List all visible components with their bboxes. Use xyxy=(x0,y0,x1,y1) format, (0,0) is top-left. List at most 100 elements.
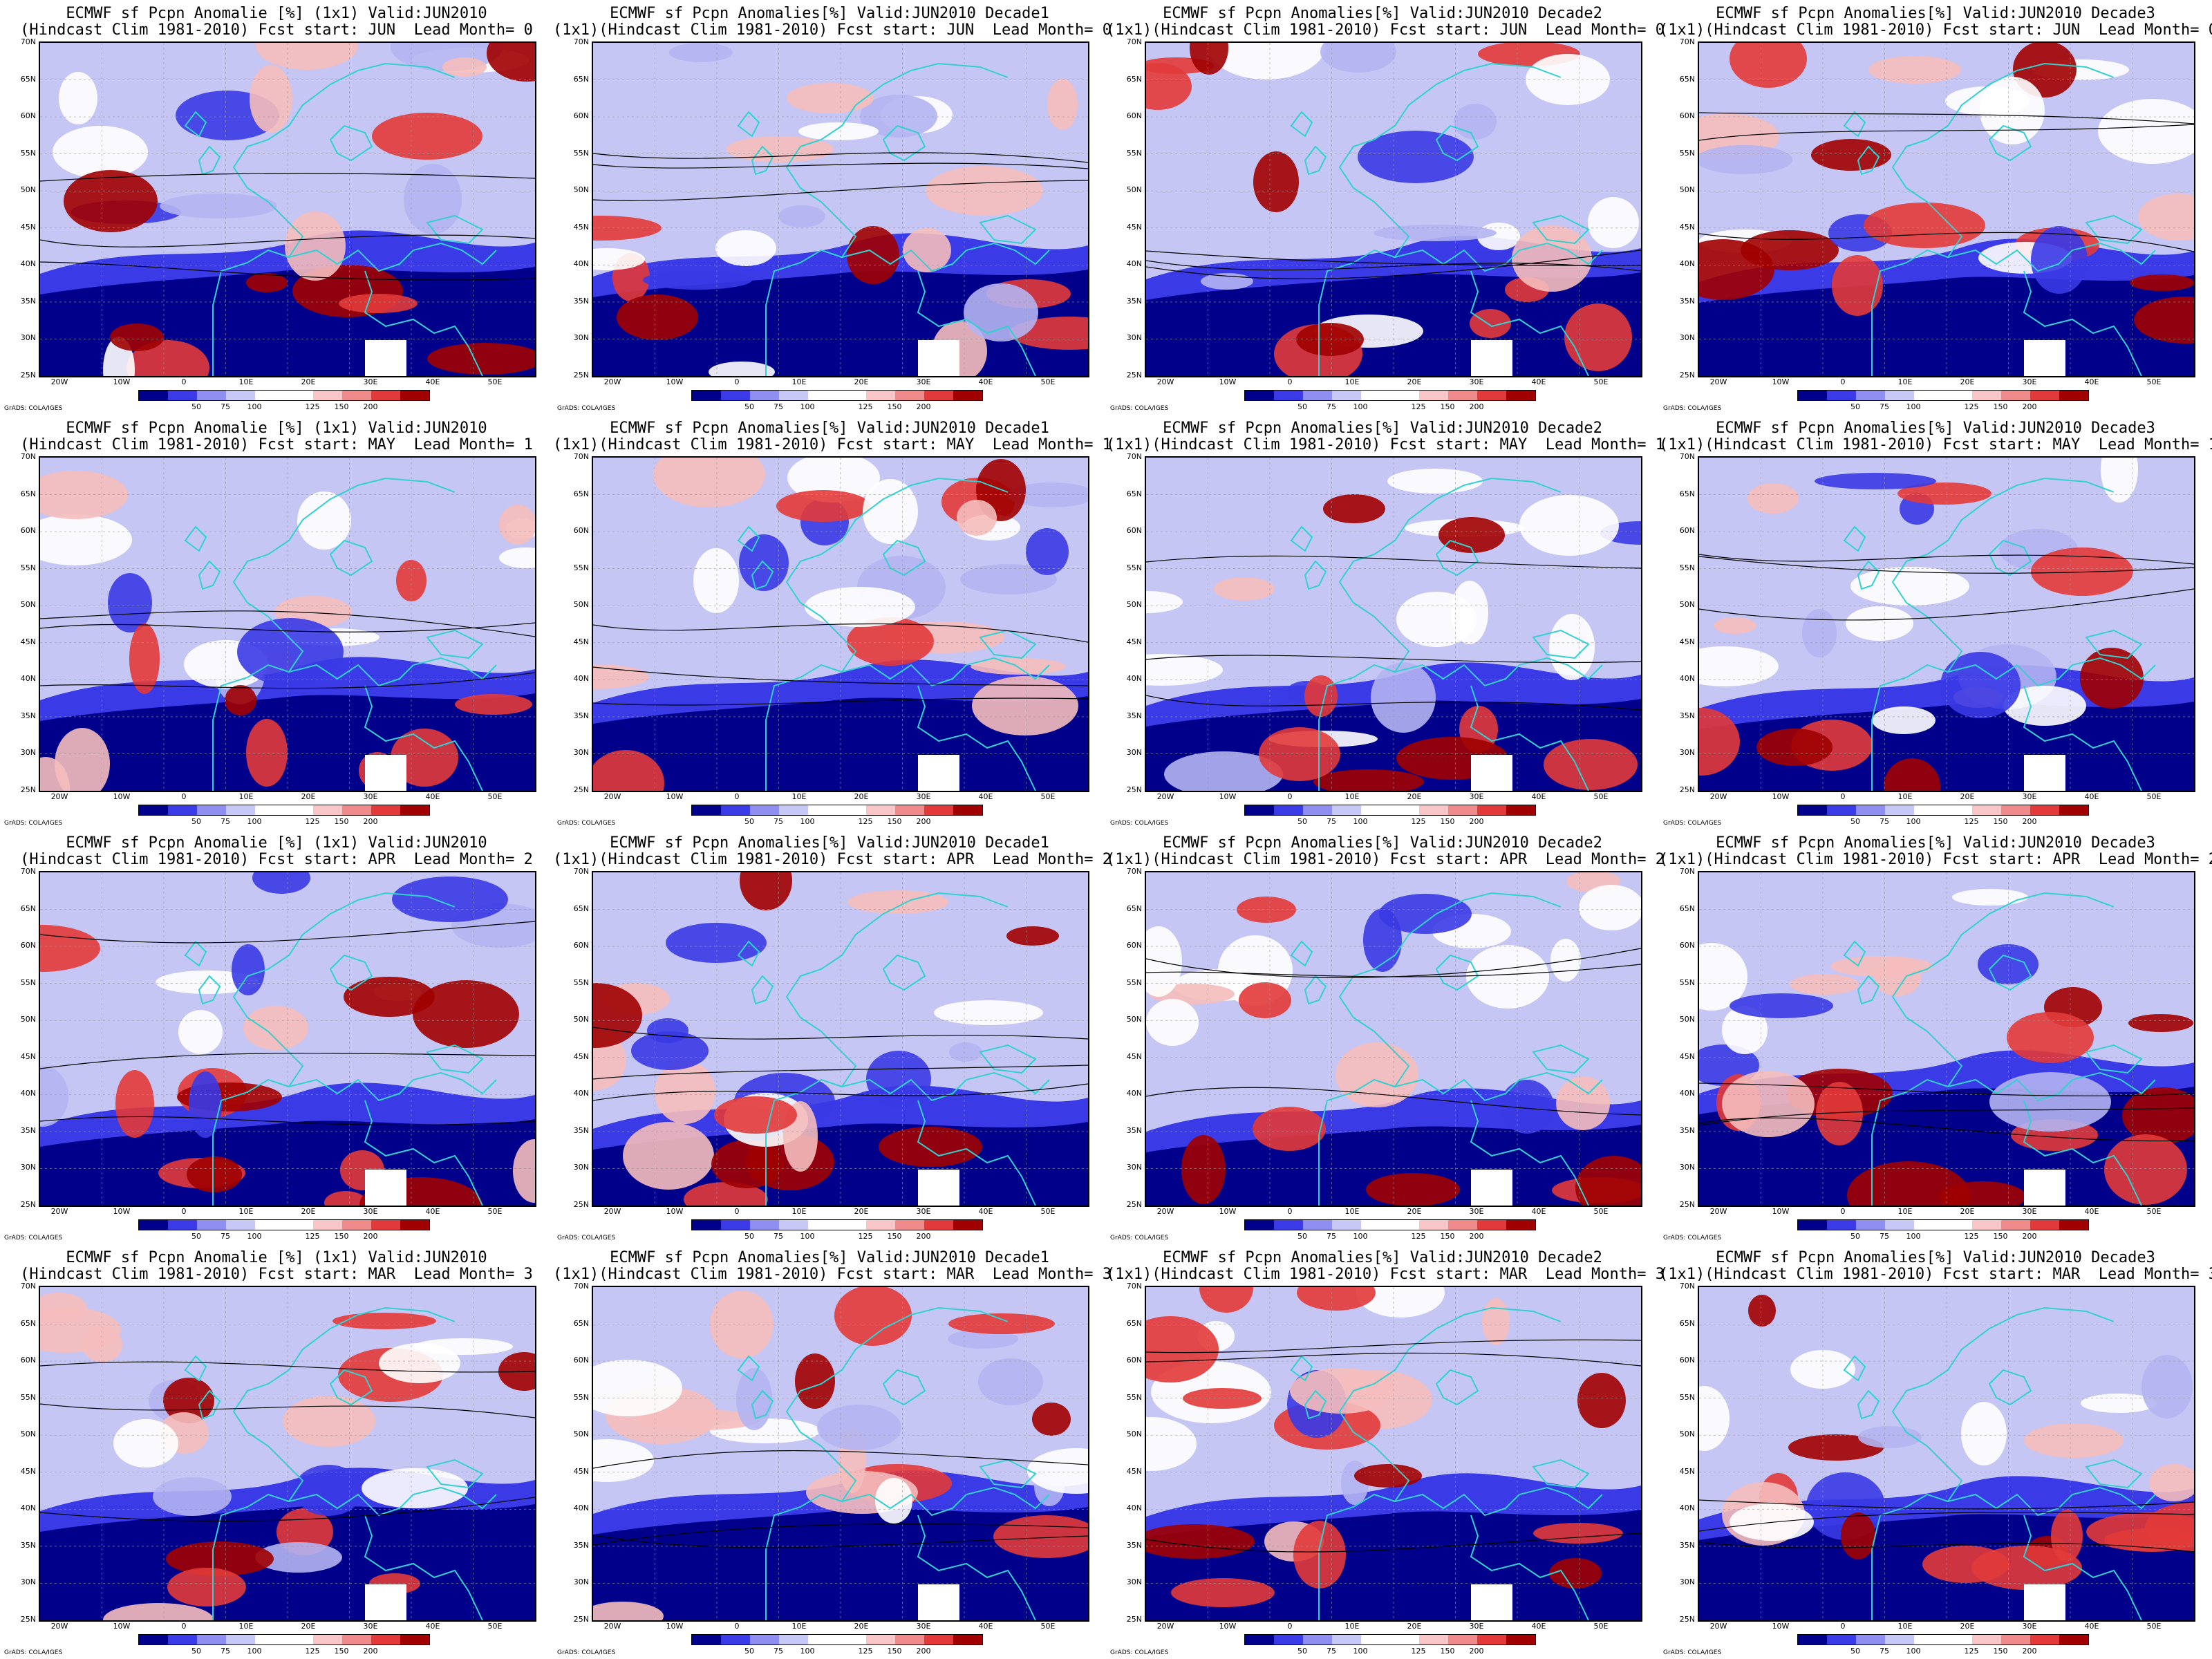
latitude-label: 45N xyxy=(573,1051,589,1061)
longitude-label: 20E xyxy=(1960,1622,1975,1631)
colorbar-swatch xyxy=(139,1635,168,1644)
colorbar-label: 125 xyxy=(1964,817,1979,826)
colorbar-swatch xyxy=(924,805,953,815)
coastline xyxy=(184,1355,207,1382)
anomaly-blob xyxy=(344,977,435,1017)
latitude-label: 50N xyxy=(1679,1430,1695,1439)
latitude-label: 55N xyxy=(1126,1392,1142,1402)
latitude-label: 60N xyxy=(20,1356,36,1365)
longitude-label: 30E xyxy=(363,1622,378,1631)
contour-line xyxy=(40,672,535,689)
latitude-label: 45N xyxy=(20,1051,36,1061)
anomaly-blob xyxy=(1730,43,1807,88)
coastline xyxy=(841,657,1050,687)
anomaly-blob xyxy=(1575,1156,1641,1206)
colorbar-swatch xyxy=(371,1635,400,1644)
anomaly-blob xyxy=(2031,547,2133,596)
colorbar-swatch xyxy=(342,1220,371,1230)
longitude-label: 50E xyxy=(2146,792,2162,801)
colorbar-swatch xyxy=(1245,391,1274,400)
colorbar-label: 100 xyxy=(1353,402,1368,411)
colorbar-swatch xyxy=(1274,1635,1303,1644)
colorbar-swatch xyxy=(1390,1635,1419,1644)
longitude-label: 0 xyxy=(1287,792,1293,801)
latitude-label: 50N xyxy=(20,1430,36,1439)
coastline xyxy=(1843,111,1866,138)
missing-data-area xyxy=(918,1584,959,1620)
colorbar-swatch xyxy=(1448,805,1477,815)
colorbar-swatch xyxy=(313,1635,342,1644)
longitude-label: 50E xyxy=(1040,1207,1056,1216)
colorbar-swatch xyxy=(866,1220,895,1230)
anomaly-blob xyxy=(442,57,487,77)
anomaly-blob xyxy=(593,248,645,270)
colorbar-label: 50 xyxy=(1850,402,1860,411)
anomaly-blob xyxy=(404,164,462,234)
anomaly-blob xyxy=(787,83,874,113)
anomaly-blob xyxy=(2003,686,2086,726)
forecast-map-panel: ECMWF sf Pcpn Anomalie [%] (1x1) Valid:J… xyxy=(0,0,553,415)
anomaly-blob xyxy=(1201,273,1253,290)
longitude-label: 0 xyxy=(1287,377,1293,386)
longitude-label: 10E xyxy=(238,377,254,386)
latitude-label: 70N xyxy=(573,1282,589,1291)
latitude-label: 50N xyxy=(573,185,589,195)
anomaly-blob xyxy=(1482,1298,1510,1345)
latitude-label: 35N xyxy=(1126,296,1142,306)
latitude-label: 45N xyxy=(573,222,589,232)
contour-line xyxy=(1146,964,1641,977)
colorbar-swatch xyxy=(1274,1220,1303,1230)
coastline xyxy=(1435,124,1479,162)
coastline xyxy=(364,685,483,791)
latitude-label: 35N xyxy=(20,296,36,306)
colorbar-swatch xyxy=(197,1635,226,1644)
coastline xyxy=(1857,975,1880,1005)
anomaly-blob xyxy=(903,228,951,272)
anomaly-blob xyxy=(237,618,344,686)
latitude-label: 40N xyxy=(573,674,589,684)
colorbar-label: 125 xyxy=(305,402,320,411)
anomaly-blob xyxy=(339,294,418,313)
colorbar-label: 150 xyxy=(887,1232,902,1241)
anomaly-blob xyxy=(1181,1135,1226,1204)
latitude-label: 65N xyxy=(1126,903,1142,913)
anomaly-blob xyxy=(593,1439,654,1482)
colorbar-label: 100 xyxy=(247,402,262,411)
colorbar-label: 50 xyxy=(744,1647,754,1656)
colorbar-swatch xyxy=(2001,1635,2030,1644)
latitude-label: 50N xyxy=(1126,1430,1142,1439)
contour-line xyxy=(1699,112,2194,124)
anomaly-map xyxy=(592,41,1089,377)
longitude-label: 30E xyxy=(1469,792,1484,801)
anomaly-blob xyxy=(847,617,934,666)
colorbar-swatch xyxy=(1419,391,1448,400)
coastline xyxy=(751,145,774,176)
coastline xyxy=(1394,657,1603,687)
colorbar-swatch xyxy=(1856,391,1885,400)
latitude-label: 25N xyxy=(20,371,36,379)
longitude-label: 40E xyxy=(1531,1622,1546,1631)
anomaly-blob xyxy=(993,1515,1088,1558)
contour-line xyxy=(593,697,1088,706)
colorbar-label: 50 xyxy=(191,1647,201,1656)
latitude-label: 40N xyxy=(1126,1503,1142,1513)
latitude-label: 70N xyxy=(20,1282,36,1291)
anomaly-blob xyxy=(711,1140,783,1188)
colorbar-label: 200 xyxy=(363,817,378,826)
colorbar-swatch xyxy=(168,805,197,815)
anomaly-blob xyxy=(1379,894,1472,934)
longitude-label: 0 xyxy=(1840,792,1846,801)
coastline xyxy=(1532,1459,1590,1489)
colorbar-label: 50 xyxy=(1297,1232,1307,1241)
colorbar-label: 50 xyxy=(1297,817,1307,826)
colorbar-swatch xyxy=(837,391,866,400)
coastline xyxy=(364,270,483,376)
anomaly-blob xyxy=(1320,43,1396,73)
coastline xyxy=(198,560,221,590)
coastline xyxy=(1857,145,1880,176)
anomaly-blob xyxy=(1512,225,1592,292)
latitude-label: 45N xyxy=(1126,1051,1142,1061)
colorbar-label: 75 xyxy=(221,817,230,826)
colorbar-swatch xyxy=(1332,1220,1361,1230)
anomaly-blob xyxy=(1748,1295,1776,1327)
